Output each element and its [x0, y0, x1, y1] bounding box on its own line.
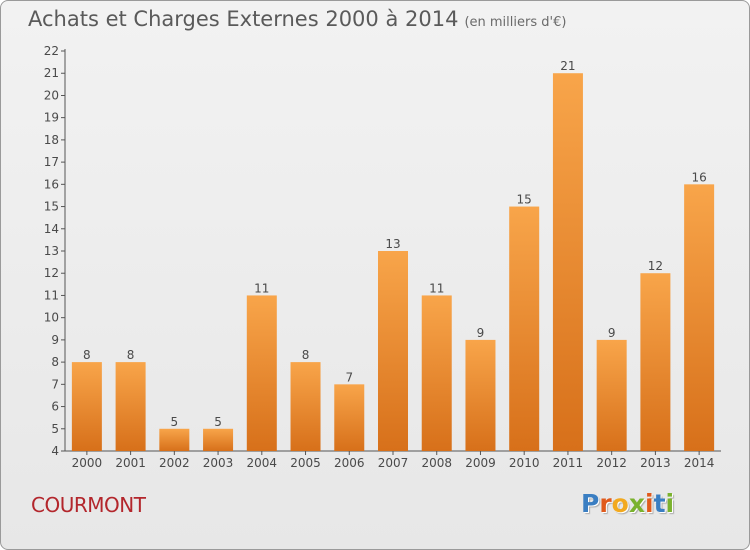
bar-value-label: 5	[171, 415, 179, 429]
x-tick-label: 2010	[509, 456, 540, 470]
bar	[684, 184, 715, 452]
bar	[421, 295, 452, 451]
x-tick-label: 2006	[334, 456, 365, 470]
x-tick-label: 2002	[159, 456, 190, 470]
bar-value-label: 9	[608, 326, 616, 340]
y-tick-label: 21	[44, 66, 59, 80]
bar-value-label: 13	[385, 237, 400, 251]
logo-letter: o	[611, 489, 629, 518]
y-tick-label: 6	[51, 400, 59, 414]
bar	[159, 428, 190, 451]
logo-letter: t	[653, 489, 666, 518]
title-text: Achats et Charges Externes 2000 à 2014	[28, 7, 459, 31]
y-tick-label: 22	[44, 44, 59, 58]
x-tick-label: 2007	[378, 456, 409, 470]
bar-value-label: 15	[517, 193, 532, 207]
bar	[246, 295, 277, 451]
bar-value-label: 11	[429, 281, 444, 295]
logo-letter: x	[628, 489, 645, 518]
y-tick-label: 18	[44, 133, 59, 147]
bar	[640, 273, 671, 451]
bar	[334, 384, 365, 451]
y-tick-label: 10	[44, 311, 59, 325]
bar-value-label: 7	[345, 370, 353, 384]
bar	[378, 251, 408, 451]
bar-value-label: 11	[254, 281, 269, 295]
x-tick-label: 2005	[290, 456, 321, 470]
bar	[115, 362, 146, 451]
logo-letter: P	[581, 489, 600, 518]
logo-letter: r	[599, 489, 612, 518]
commune-name: COURMONT	[31, 493, 146, 517]
y-tick-label: 15	[44, 200, 59, 214]
y-tick-label: 4	[51, 444, 59, 458]
logo-letter: i	[645, 489, 654, 518]
bar	[509, 206, 540, 451]
x-tick-label: 2004	[247, 456, 278, 470]
bar-value-label: 8	[302, 348, 310, 362]
bar	[552, 73, 583, 451]
y-tick-label: 12	[44, 266, 59, 280]
y-tick-label: 17	[44, 155, 59, 169]
value-labels: 8 8 5 5 11 8 7 13 11 9 15 21 9 12 16	[83, 59, 707, 429]
chart-subtitle: (en milliers d'€)	[464, 15, 567, 30]
y-tick-label: 7	[51, 377, 59, 391]
bar-value-label: 16	[691, 170, 706, 184]
logo-letter: i	[665, 489, 675, 518]
bar	[290, 362, 321, 451]
bar-value-label: 21	[560, 59, 575, 73]
chart-title: Achats et Charges Externes 2000 à 2014 (e…	[28, 7, 566, 31]
x-tick-label: 2001	[115, 456, 146, 470]
y-tick-label: 9	[51, 333, 59, 347]
axes: 4 5 6 7 8 9 10 11 12 13 14 15 16 17 18 19 20 21 22 2000 2001…	[44, 44, 721, 470]
y-tick-label: 19	[44, 111, 59, 125]
bar-value-label: 8	[127, 348, 135, 362]
y-tick-label: 14	[44, 222, 59, 236]
bar	[596, 339, 627, 451]
bar-value-label: 5	[214, 415, 222, 429]
bar	[203, 428, 234, 451]
bar	[465, 339, 496, 451]
y-tick-label: 16	[44, 177, 59, 191]
y-tick-label: 11	[44, 288, 59, 302]
x-tick-label: 2000	[72, 456, 103, 470]
y-tick-label: 20	[44, 88, 59, 102]
y-tick-label: 5	[51, 422, 59, 436]
bar-value-label: 9	[477, 326, 485, 340]
bar-value-label: 12	[648, 259, 663, 273]
bar-value-label: 8	[83, 348, 91, 362]
x-tick-label: 2014	[684, 456, 715, 470]
x-tick-label: 2009	[465, 456, 496, 470]
x-tick-label: 2008	[421, 456, 452, 470]
y-tick-label: 8	[51, 355, 59, 369]
proxiti-logo[interactable]: Proxiti	[581, 489, 674, 518]
x-tick-label: 2011	[553, 456, 584, 470]
y-tick-label: 13	[44, 244, 59, 258]
bar	[71, 362, 102, 451]
x-tick-label: 2013	[640, 456, 671, 470]
bars	[71, 73, 715, 452]
x-tick-label: 2003	[203, 456, 234, 470]
x-tick-label: 2012	[596, 456, 627, 470]
